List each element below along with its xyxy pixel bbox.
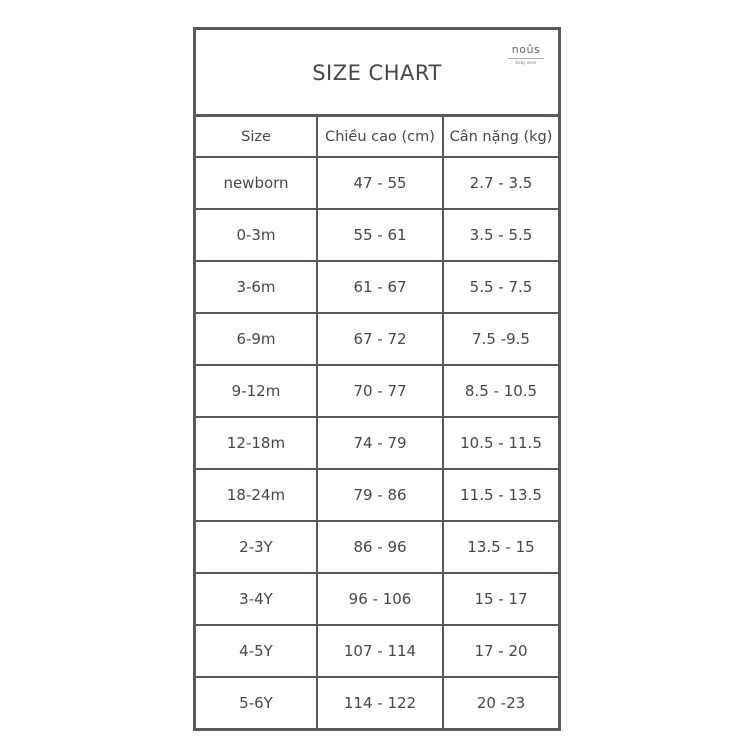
weight-cell: 5.5 - 7.5 (442, 260, 558, 314)
size-cell: 3-6m (196, 260, 318, 314)
table-row: 3-6m 61 - 67 5.5 - 7.5 (196, 260, 558, 314)
table-row: 9-12m 70 - 77 8.5 - 10.5 (196, 364, 558, 418)
table-row: 4-5Y 107 - 114 17 - 20 (196, 624, 558, 678)
height-cell: 55 - 61 (316, 208, 444, 262)
brand-logo: noûs Baby wear (508, 44, 544, 65)
weight-cell: 7.5 -9.5 (442, 312, 558, 366)
title-section: SIZE CHART noûs Baby wear (196, 30, 558, 117)
height-cell: 70 - 77 (316, 364, 444, 418)
size-cell: 0-3m (196, 208, 318, 262)
size-cell: newborn (196, 156, 318, 210)
size-cell: 9-12m (196, 364, 318, 418)
chart-title: SIZE CHART (312, 61, 442, 85)
table-row: 6-9m 67 - 72 7.5 -9.5 (196, 312, 558, 366)
height-cell: 79 - 86 (316, 468, 444, 522)
table-row: 3-4Y 96 - 106 15 - 17 (196, 572, 558, 626)
weight-cell: 2.7 - 3.5 (442, 156, 558, 210)
height-cell: 61 - 67 (316, 260, 444, 314)
size-chart: SIZE CHART noûs Baby wear Size Chiều cao… (193, 27, 561, 731)
column-header-height: Chiều cao (cm) (316, 117, 444, 158)
height-cell: 96 - 106 (316, 572, 444, 626)
height-cell: 47 - 55 (316, 156, 444, 210)
height-cell: 114 - 122 (316, 676, 444, 728)
weight-cell: 20 -23 (442, 676, 558, 728)
weight-cell: 11.5 - 13.5 (442, 468, 558, 522)
weight-cell: 17 - 20 (442, 624, 558, 678)
height-cell: 67 - 72 (316, 312, 444, 366)
column-header-size: Size (196, 117, 318, 158)
size-cell: 4-5Y (196, 624, 318, 678)
table-row: 2-3Y 86 - 96 13.5 - 15 (196, 520, 558, 574)
logo-brand: noûs (511, 43, 541, 56)
weight-cell: 10.5 - 11.5 (442, 416, 558, 470)
height-cell: 86 - 96 (316, 520, 444, 574)
height-cell: 74 - 79 (316, 416, 444, 470)
weight-cell: 15 - 17 (442, 572, 558, 626)
size-cell: 5-6Y (196, 676, 318, 728)
table-row: newborn 47 - 55 2.7 - 3.5 (196, 156, 558, 210)
size-cell: 6-9m (196, 312, 318, 366)
weight-cell: 3.5 - 5.5 (442, 208, 558, 262)
table-row: 12-18m 74 - 79 10.5 - 11.5 (196, 416, 558, 470)
size-cell: 2-3Y (196, 520, 318, 574)
height-cell: 107 - 114 (316, 624, 444, 678)
column-header-weight: Cân nặng (kg) (442, 117, 558, 158)
size-table: Size Chiều cao (cm) Cân nặng (kg) newbor… (196, 117, 558, 728)
size-cell: 3-4Y (196, 572, 318, 626)
weight-cell: 8.5 - 10.5 (442, 364, 558, 418)
table-header-row: Size Chiều cao (cm) Cân nặng (kg) (196, 117, 558, 158)
table-row: 5-6Y 114 - 122 20 -23 (196, 676, 558, 728)
size-cell: 12-18m (196, 416, 318, 470)
logo-subtitle: Baby wear (508, 58, 544, 65)
table-row: 18-24m 79 - 86 11.5 - 13.5 (196, 468, 558, 522)
table-row: 0-3m 55 - 61 3.5 - 5.5 (196, 208, 558, 262)
size-cell: 18-24m (196, 468, 318, 522)
weight-cell: 13.5 - 15 (442, 520, 558, 574)
